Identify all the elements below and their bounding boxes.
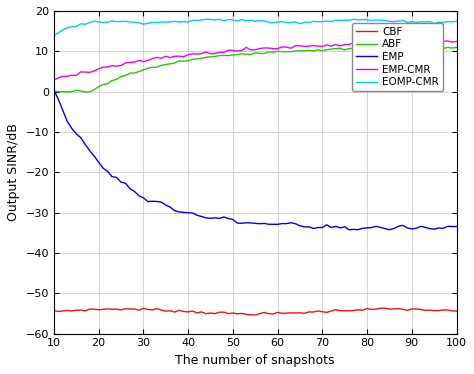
Legend: CBF, ABF, EMP, EMP-CMR, EOMP-CMR: CBF, ABF, EMP, EMP-CMR, EOMP-CMR (352, 22, 443, 91)
EMP (154, 199, 160, 204)
ABF (105, 82, 110, 86)
CBF (252, 313, 258, 317)
Line: EMP-CMR: EMP-CMR (54, 41, 456, 80)
Line: CBF: CBF (54, 308, 456, 315)
EOMP-CMR (145, 21, 151, 25)
Line: ABF: ABF (54, 47, 456, 92)
EOMP-CMR (100, 20, 106, 25)
CBF (400, 307, 406, 312)
ABF (158, 63, 164, 68)
EOMP-CMR (395, 19, 401, 23)
ABF (149, 65, 155, 70)
CBF (454, 309, 459, 313)
EMP (454, 224, 459, 229)
CBF (154, 306, 160, 311)
EMP (145, 199, 151, 204)
ABF (395, 47, 401, 51)
EOMP-CMR (154, 20, 160, 25)
ABF (64, 90, 70, 94)
EMP-CMR (100, 65, 106, 70)
CBF (100, 307, 106, 312)
EOMP-CMR (203, 17, 209, 21)
CBF (145, 307, 151, 312)
Y-axis label: Output SINR/dB: Output SINR/dB (7, 123, 20, 221)
EMP (346, 227, 352, 232)
Line: EOMP-CMR: EOMP-CMR (54, 19, 456, 36)
ABF (449, 46, 455, 50)
CBF (382, 306, 388, 310)
ABF (51, 89, 57, 94)
EMP (51, 88, 57, 92)
EOMP-CMR (51, 33, 57, 38)
CBF (449, 309, 455, 313)
CBF (288, 311, 294, 315)
EMP-CMR (449, 40, 455, 44)
EMP (449, 224, 455, 229)
EMP-CMR (154, 55, 160, 59)
EOMP-CMR (454, 19, 459, 24)
CBF (51, 308, 57, 313)
EMP-CMR (391, 41, 397, 46)
EMP-CMR (445, 39, 450, 43)
EMP-CMR (454, 39, 459, 44)
EMP (395, 224, 401, 229)
EMP-CMR (51, 78, 57, 82)
EOMP-CMR (445, 19, 450, 24)
Line: EMP: EMP (54, 90, 456, 230)
EMP (445, 224, 450, 229)
EMP (100, 166, 106, 171)
EMP-CMR (145, 58, 151, 63)
EOMP-CMR (449, 19, 455, 24)
X-axis label: The number of snapshots: The number of snapshots (175, 354, 335, 367)
ABF (431, 45, 437, 49)
ABF (288, 49, 294, 54)
EMP-CMR (395, 39, 401, 43)
ABF (454, 45, 459, 50)
